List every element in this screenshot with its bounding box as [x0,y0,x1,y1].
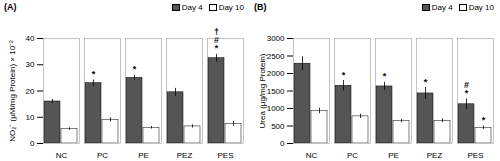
html-text:Day 4: Day 4 [431,2,453,12]
svg-text:30: 30 [26,60,35,69]
svg-text:500: 500 [271,122,285,131]
svg-text:10: 10 [26,113,35,122]
svg-text:0: 0 [30,139,35,148]
svg-text:*: * [482,115,486,125]
svg-text:NC: NC [306,151,318,159]
svg-text:Urea (μg/mg Protein): Urea (μg/mg Protein) [258,53,267,128]
svg-text:*: * [383,71,387,81]
svg-text:PEZ: PEZ [427,151,443,159]
svg-text:NC: NC [56,151,68,159]
svg-text:*: * [424,77,428,87]
html-text:Day 10: Day 10 [468,2,494,12]
svg-text:*: * [133,64,137,74]
svg-text:20: 20 [26,87,35,96]
svg-text:PC: PC [347,151,358,159]
svg-text:40: 40 [26,34,35,43]
svg-text:NO₂⁻ (μM/mg Protein) × 10⁻²: NO₂⁻ (μM/mg Protein) × 10⁻² [8,40,17,142]
svg-text:2500: 2500 [267,52,285,61]
svg-text:PE: PE [138,151,149,159]
svg-text:†: † [214,27,219,37]
svg-text:1000: 1000 [267,104,285,113]
svg-text:PEZ: PEZ [177,151,193,159]
svg-text:PES: PES [217,151,233,159]
svg-text:PC: PC [97,151,108,159]
html-text:Day 10: Day 10 [218,2,244,12]
html-text:Day 4: Day 4 [181,2,203,12]
svg-text:*: * [92,69,96,79]
svg-text:PE: PE [388,151,399,159]
svg-text:0: 0 [280,139,285,148]
svg-text:3000: 3000 [267,34,285,43]
svg-text:1500: 1500 [267,87,285,96]
html-text:(B): (B) [254,2,267,12]
svg-text:#: # [464,80,469,90]
svg-text:PES: PES [467,151,483,159]
svg-text:2000: 2000 [267,69,285,78]
svg-text:*: * [342,70,346,80]
html-text:(A): (A) [4,2,17,12]
